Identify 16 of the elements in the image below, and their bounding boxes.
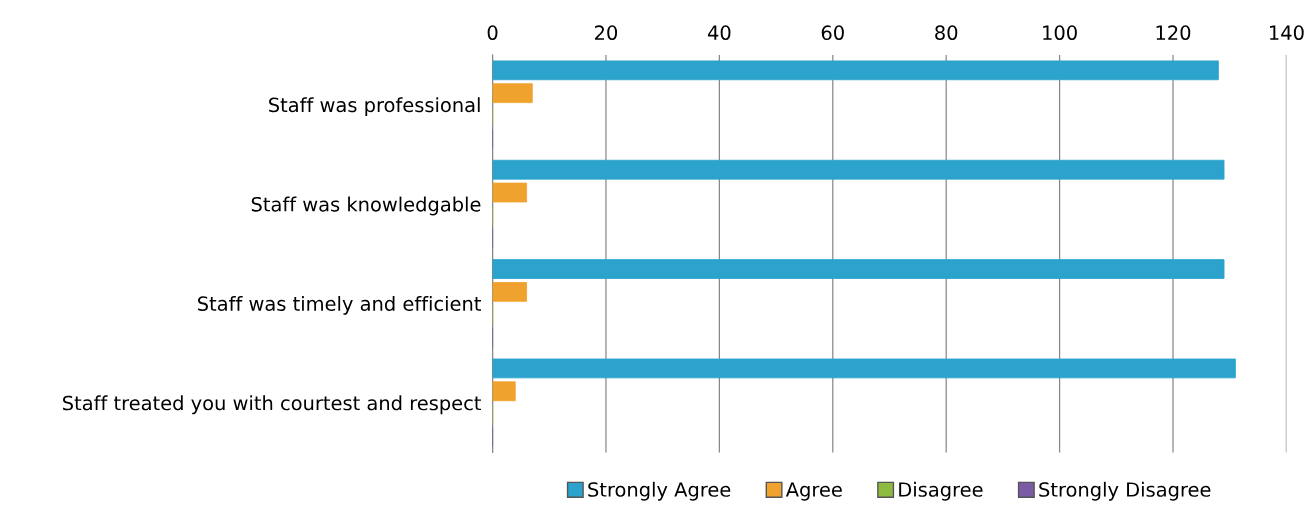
legend-label: Agree [785,482,842,501]
legend-label: Strongly Agree [588,481,731,501]
y-tick-label: Staff was knowledgable [251,196,481,216]
x-tick-label: 20 [595,25,618,41]
legend-label: Disagree [899,481,983,501]
y-tick-label: Staff was timely and efficient [198,295,481,315]
x-tick-label: 100 [1043,25,1077,41]
y-tick-label: Staff treated you with courtest and respect [63,395,481,415]
x-tick-label: 80 [935,25,958,41]
x-tick-label: 40 [707,25,731,41]
x-tick-label: 140 [1270,25,1304,41]
x-tick-label: 120 [1156,25,1191,41]
y-tick-label: Staff was professional [269,97,480,117]
x-tick-label: 0 [487,25,498,41]
legend-label: Strongly Disagree [1039,481,1211,501]
x-tick-label: 60 [821,25,844,41]
